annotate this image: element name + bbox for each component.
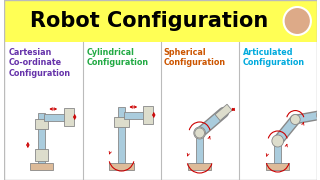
Bar xyxy=(4,0,317,42)
Text: Articulated
Configuration: Articulated Configuration xyxy=(243,48,305,67)
Bar xyxy=(30,163,53,170)
Bar xyxy=(124,111,146,118)
Circle shape xyxy=(194,127,205,139)
Circle shape xyxy=(316,111,320,119)
Circle shape xyxy=(272,135,284,147)
Bar xyxy=(118,107,125,163)
Bar xyxy=(188,163,211,170)
Text: Cartesian
Co-ordinate
Configuration: Cartesian Co-ordinate Configuration xyxy=(8,48,70,78)
Bar xyxy=(109,163,134,170)
Bar xyxy=(266,163,290,170)
Text: Robot Configuration: Robot Configuration xyxy=(30,11,268,31)
Circle shape xyxy=(195,128,204,138)
Bar xyxy=(44,114,66,120)
Bar xyxy=(196,133,203,163)
Bar xyxy=(114,117,129,127)
Bar xyxy=(38,113,45,163)
Bar xyxy=(215,104,232,121)
Bar xyxy=(143,106,153,124)
Bar xyxy=(274,141,281,163)
Circle shape xyxy=(291,114,300,125)
Bar xyxy=(35,119,48,129)
Circle shape xyxy=(284,7,311,35)
Bar xyxy=(4,42,317,180)
Text: Cylindrical
Configuration: Cylindrical Configuration xyxy=(86,48,148,67)
Text: Spherical
Configuration: Spherical Configuration xyxy=(164,48,226,67)
Bar xyxy=(64,108,74,126)
Bar xyxy=(35,149,48,161)
